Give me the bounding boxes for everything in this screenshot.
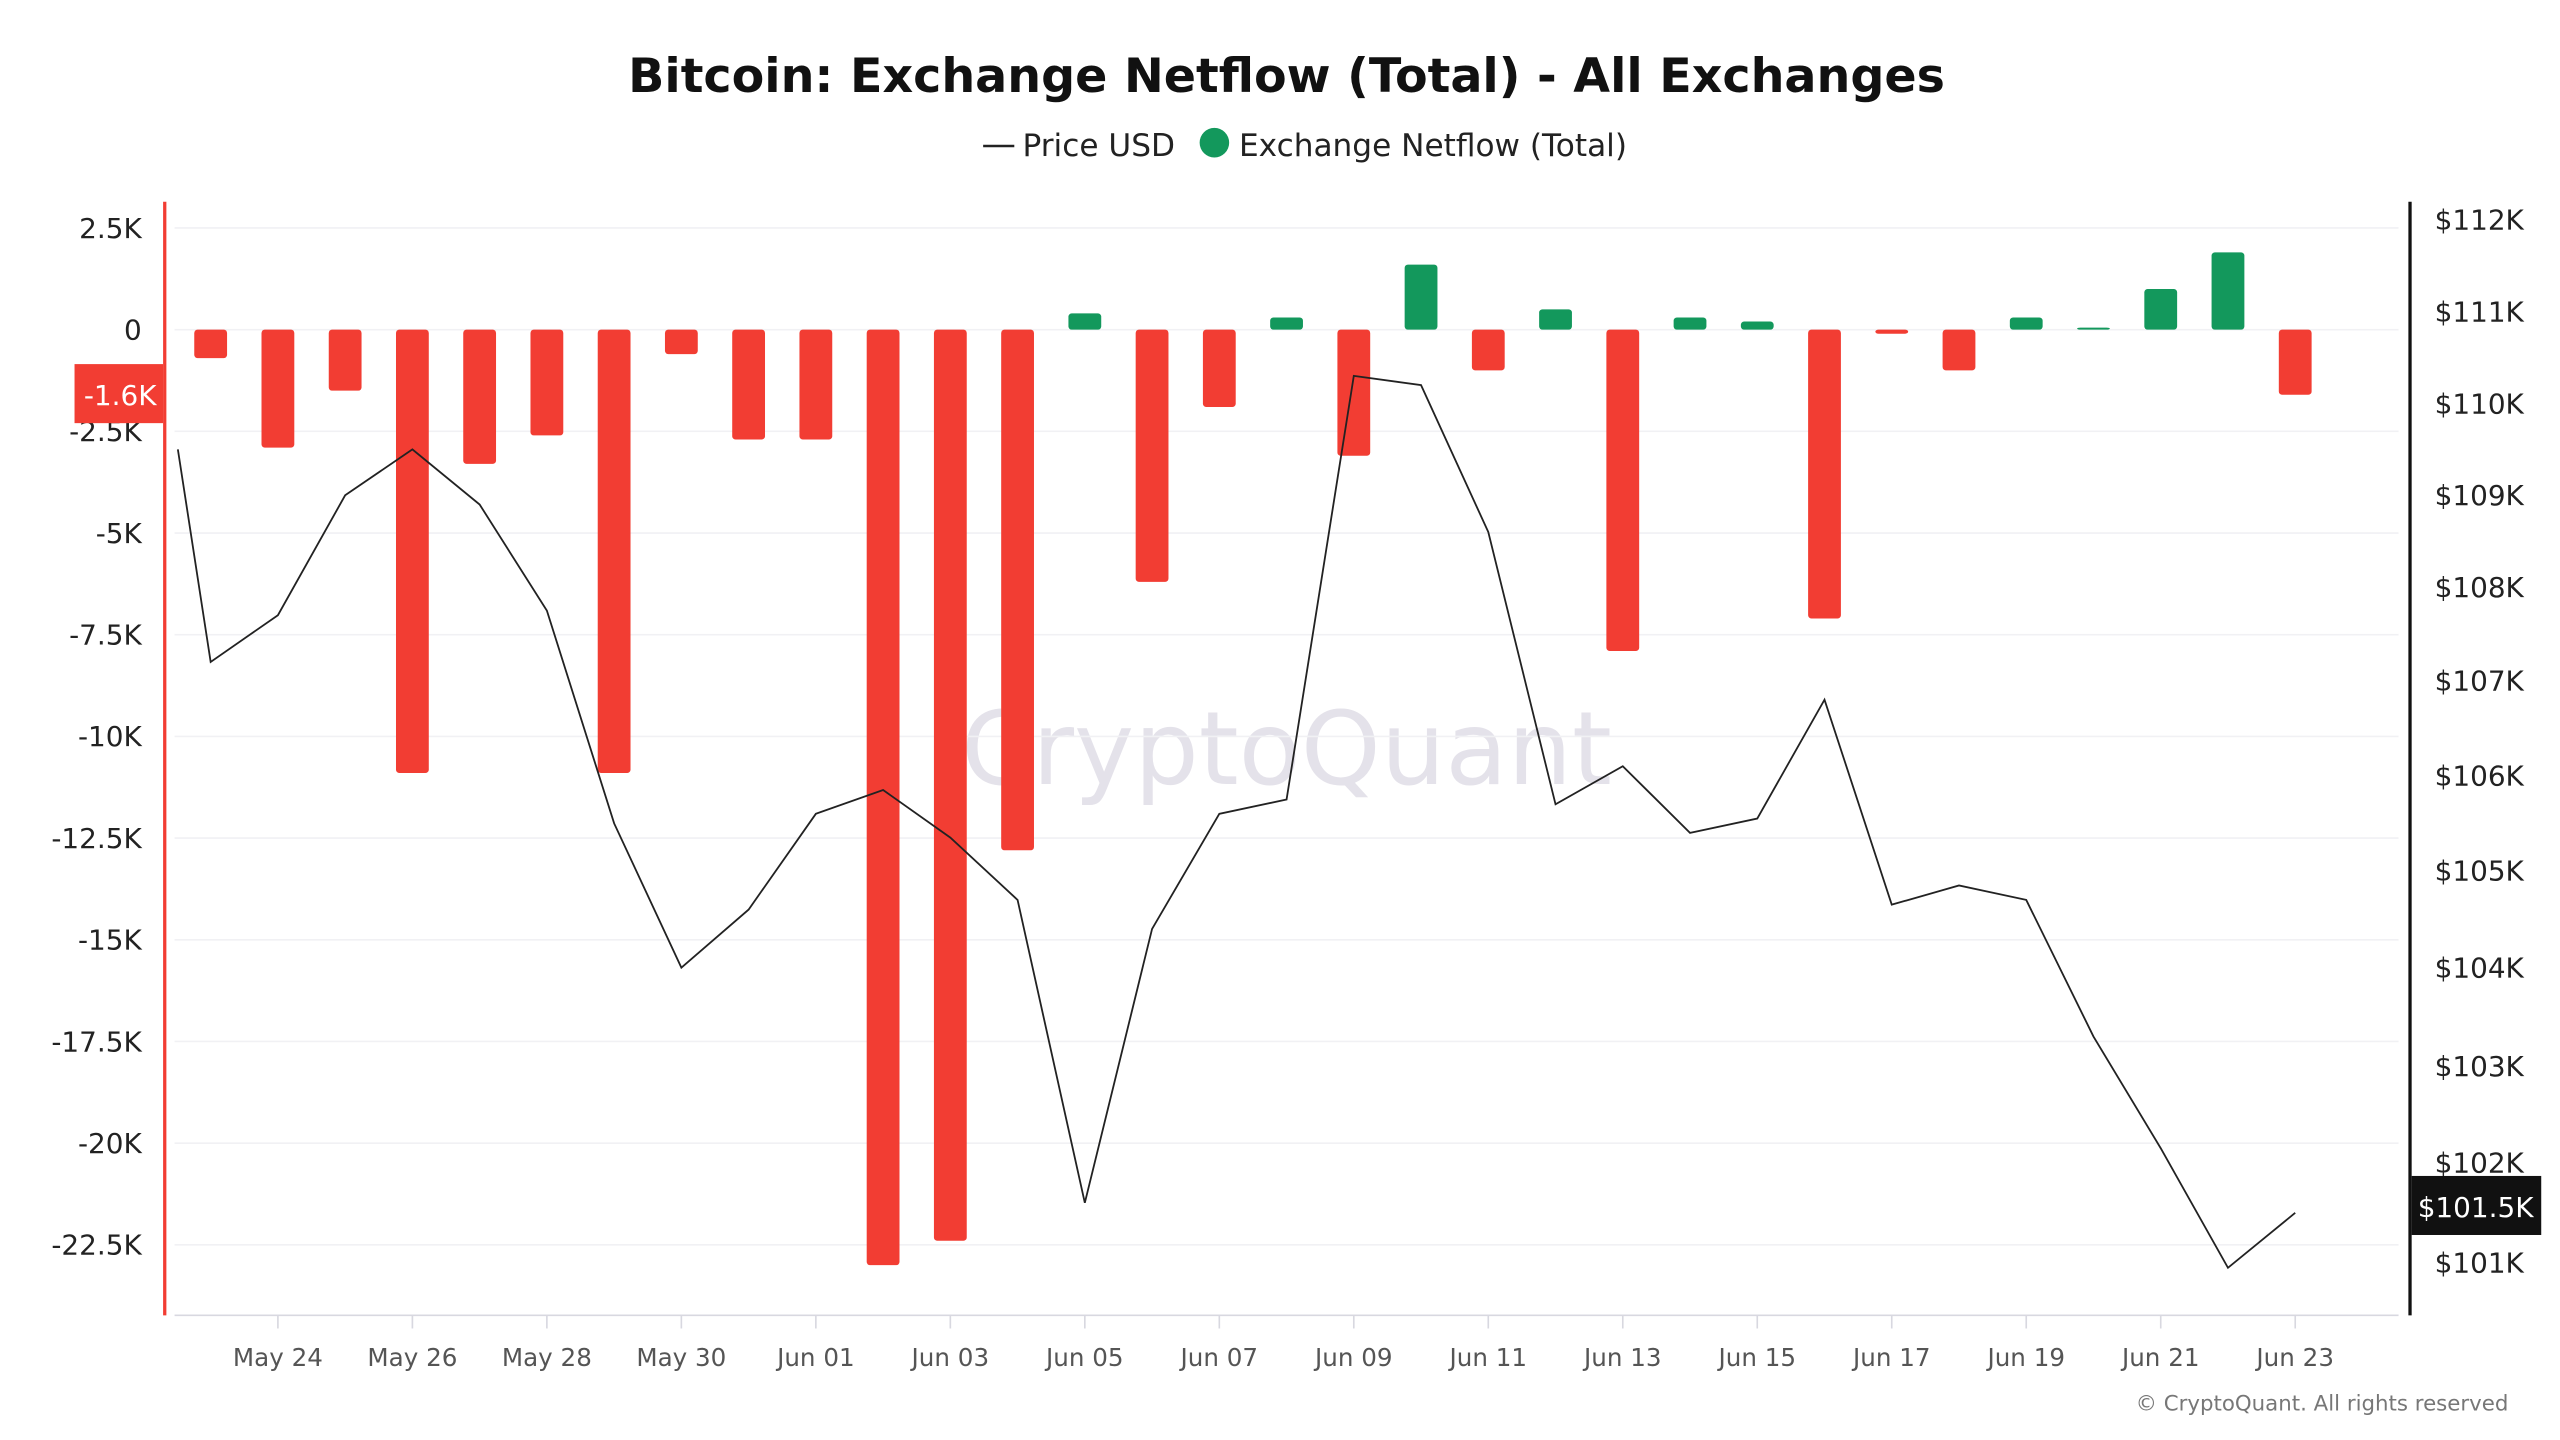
left-tick-label: -10K	[78, 720, 143, 753]
netflow-bar	[328, 329, 362, 391]
netflow-bar	[1471, 329, 1505, 371]
netflow-bar	[799, 329, 833, 440]
right-tick-label: $104K	[2435, 951, 2525, 984]
netflow-bar	[2278, 329, 2312, 395]
left-current-value: -1.6K	[84, 379, 157, 412]
right-tick-label: $106K	[2435, 760, 2525, 793]
netflow-bar	[2211, 252, 2245, 330]
netflow-bar	[1942, 329, 1976, 371]
left-tick-label: -15K	[78, 924, 143, 957]
right-tick-label: $112K	[2435, 204, 2525, 237]
legend-netflow-dot-icon	[1199, 127, 1230, 158]
right-tick-label: $107K	[2435, 664, 2525, 697]
x-tick-label: Jun 05	[1044, 1343, 1124, 1372]
left-current-value-badge: -1.6K	[74, 364, 164, 424]
netflow-bars	[194, 252, 2312, 1266]
right-current-value: $101.5K	[2418, 1191, 2535, 1224]
x-tick-label: Jun 13	[1582, 1343, 1662, 1372]
right-current-value-badge: $101.5K	[2411, 1175, 2542, 1235]
grid	[174, 227, 2399, 1246]
netflow-bar	[597, 329, 631, 774]
x-tick-label: May 24	[233, 1343, 323, 1372]
x-tick-label: Jun 21	[2120, 1343, 2200, 1372]
netflow-bar	[933, 329, 967, 1241]
legend-netflow-label: Exchange Netflow (Total)	[1239, 128, 1627, 164]
right-tick-label: $110K	[2435, 387, 2525, 420]
left-tick-label: 2.5K	[79, 212, 142, 245]
netflow-bar	[395, 329, 429, 774]
left-tick-label: -5K	[96, 517, 143, 550]
x-tick-label: May 26	[367, 1343, 457, 1372]
x-tick-label: Jun 01	[775, 1343, 855, 1372]
netflow-bar	[194, 329, 228, 359]
right-tick-label: $105K	[2435, 855, 2525, 888]
netflow-bar	[1875, 329, 1909, 334]
netflow-bar	[1135, 329, 1169, 582]
netflow-bar	[2009, 317, 2043, 330]
right-tick-label: $108K	[2435, 571, 2525, 604]
x-tick-label: Jun 17	[1851, 1343, 1931, 1372]
x-tick-label: May 30	[636, 1343, 726, 1372]
right-tick-label: $111K	[2435, 295, 2525, 328]
netflow-bar	[664, 329, 698, 355]
left-tick-label: -7.5K	[69, 619, 142, 652]
price-line	[176, 374, 2296, 1270]
x-tick-label: Jun 07	[1179, 1343, 1259, 1372]
x-tick-label: May 28	[502, 1343, 592, 1372]
right-axis-ticks: $112K $111K $110K $109K $108K $107K $106K $105K…	[2435, 204, 2525, 1280]
netflow-bar	[1068, 313, 1102, 330]
right-tick-label: $109K	[2435, 479, 2525, 512]
netflow-bar	[1808, 329, 1841, 619]
left-tick-label: -12.5K	[51, 822, 142, 855]
netflow-bar	[1740, 321, 1774, 330]
left-tick-label: -17.5K	[51, 1025, 142, 1058]
x-tick-label: Jun 19	[1985, 1343, 2065, 1372]
netflow-bar	[1404, 264, 1438, 330]
right-tick-label: $101K	[2435, 1247, 2525, 1280]
x-tick-label: Jun 11	[1448, 1343, 1528, 1372]
netflow-bar	[1202, 329, 1236, 407]
chart-title: Bitcoin: Exchange Netflow (Total) - All …	[628, 49, 1945, 104]
netflow-bar	[261, 329, 295, 448]
netflow-bar	[1606, 329, 1640, 651]
netflow-bar	[866, 329, 900, 1266]
watermark: CryptoQuant	[961, 690, 1612, 808]
copyright: © CryptoQuant. All rights reserved	[2136, 1391, 2509, 1416]
netflow-bar	[1337, 329, 1371, 456]
netflow-bar	[1673, 317, 1707, 330]
left-tick-label: -20K	[78, 1127, 143, 1160]
left-tick-label: 0	[124, 313, 142, 346]
netflow-bar	[2077, 327, 2110, 330]
netflow-bar	[2144, 288, 2178, 330]
netflow-bar	[732, 329, 766, 440]
netflow-bar	[1539, 309, 1572, 330]
x-tick-label: Jun 03	[910, 1343, 990, 1372]
x-tick-label: Jun 15	[1716, 1343, 1796, 1372]
netflow-bar	[1270, 317, 1303, 330]
right-tick-label: $102K	[2435, 1147, 2525, 1180]
x-tick-label: Jun 09	[1313, 1343, 1393, 1372]
netflow-bar	[1001, 329, 1034, 851]
netflow-bar	[463, 329, 497, 464]
left-tick-label: -22.5K	[51, 1229, 142, 1262]
left-axis-ticks: 2.5K0-2.5K-5K-7.5K-10K-12.5K-15K-17.5K-2…	[51, 212, 142, 1262]
x-tick-label: Jun 23	[2254, 1343, 2334, 1372]
legend: Price USD Exchange Netflow (Total)	[983, 128, 1627, 164]
legend-price-label: Price USD	[1023, 128, 1175, 164]
netflow-bar	[530, 329, 564, 436]
x-axis-ticks: May 24 May 26 May 28 May 30 Jun 01 Jun 03 Jun …	[233, 1315, 2334, 1372]
right-tick-label: $103K	[2435, 1050, 2525, 1083]
